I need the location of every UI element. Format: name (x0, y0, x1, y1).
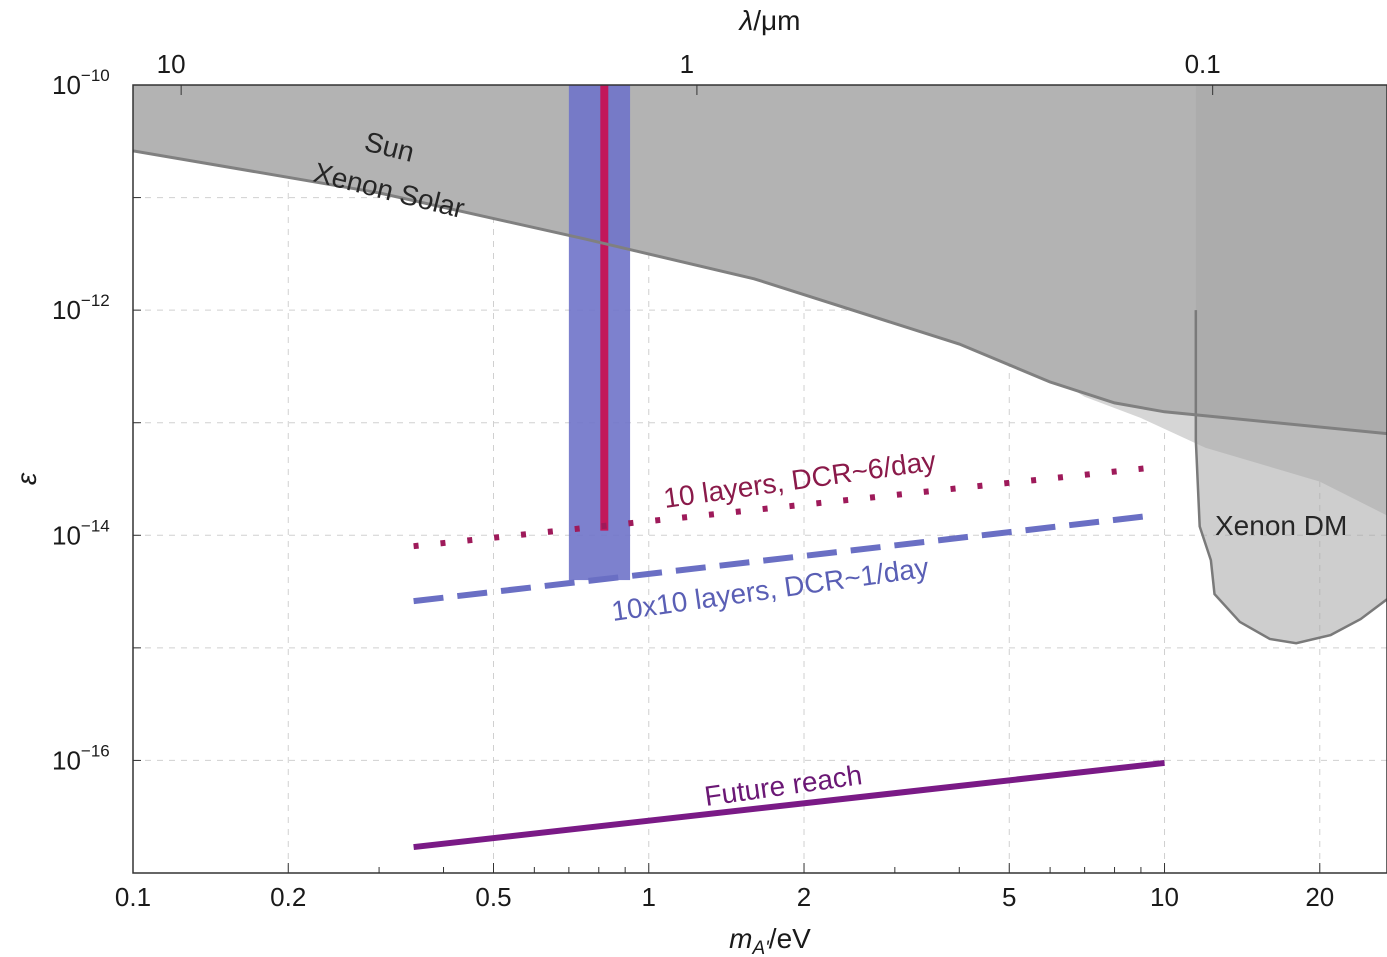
top-tick-label-1: 1 (680, 49, 694, 79)
y-tick-label: 10−14 (52, 516, 110, 550)
region-xenon-dm (1195, 85, 1387, 644)
x-tick-label-10: 10 (1150, 882, 1179, 912)
x-tick-label-1: 1 (642, 882, 656, 912)
y-tick-label: 10−12 (52, 291, 110, 325)
top-tick-label-0.1: 0.1 (1185, 49, 1221, 79)
x-tick-label-0.1: 0.1 (115, 882, 151, 912)
x-tick-label-2: 2 (797, 882, 811, 912)
curve-2 (413, 512, 1154, 605)
x-axis-title: mA'/eV (729, 923, 811, 957)
curve-3 (413, 759, 1165, 851)
y-axis-title: ε (11, 472, 42, 485)
x-tick-label-0.5: 0.5 (475, 882, 511, 912)
region-sun-dark (133, 85, 1387, 434)
sensitivity-curves (133, 149, 1387, 851)
y-tick-label: 10−10 (52, 66, 110, 100)
label-xenon-dm: Xenon DM (1215, 510, 1347, 541)
curve-0 (133, 149, 1387, 436)
x-tick-label-20: 20 (1305, 882, 1334, 912)
mass-band-0 (568, 85, 631, 581)
top-axis-title: λ/μm (737, 5, 800, 36)
plot-frame (132, 84, 1387, 874)
axis-ticks: 0.1 0.2 0.5 1 2 5 10 20 10 1 0.1 10−10 10−12 10−14 10−… (52, 49, 1334, 912)
region-xenon-dm-edge (1194, 310, 1387, 645)
y-tick-label: 10−16 (52, 741, 110, 775)
x-tick-label-0.2: 0.2 (270, 882, 306, 912)
top-tick-label-10: 10 (157, 49, 186, 79)
mass-bands (568, 85, 631, 581)
x-tick-label-5: 5 (1002, 882, 1016, 912)
exclusion-regions (133, 85, 1387, 645)
